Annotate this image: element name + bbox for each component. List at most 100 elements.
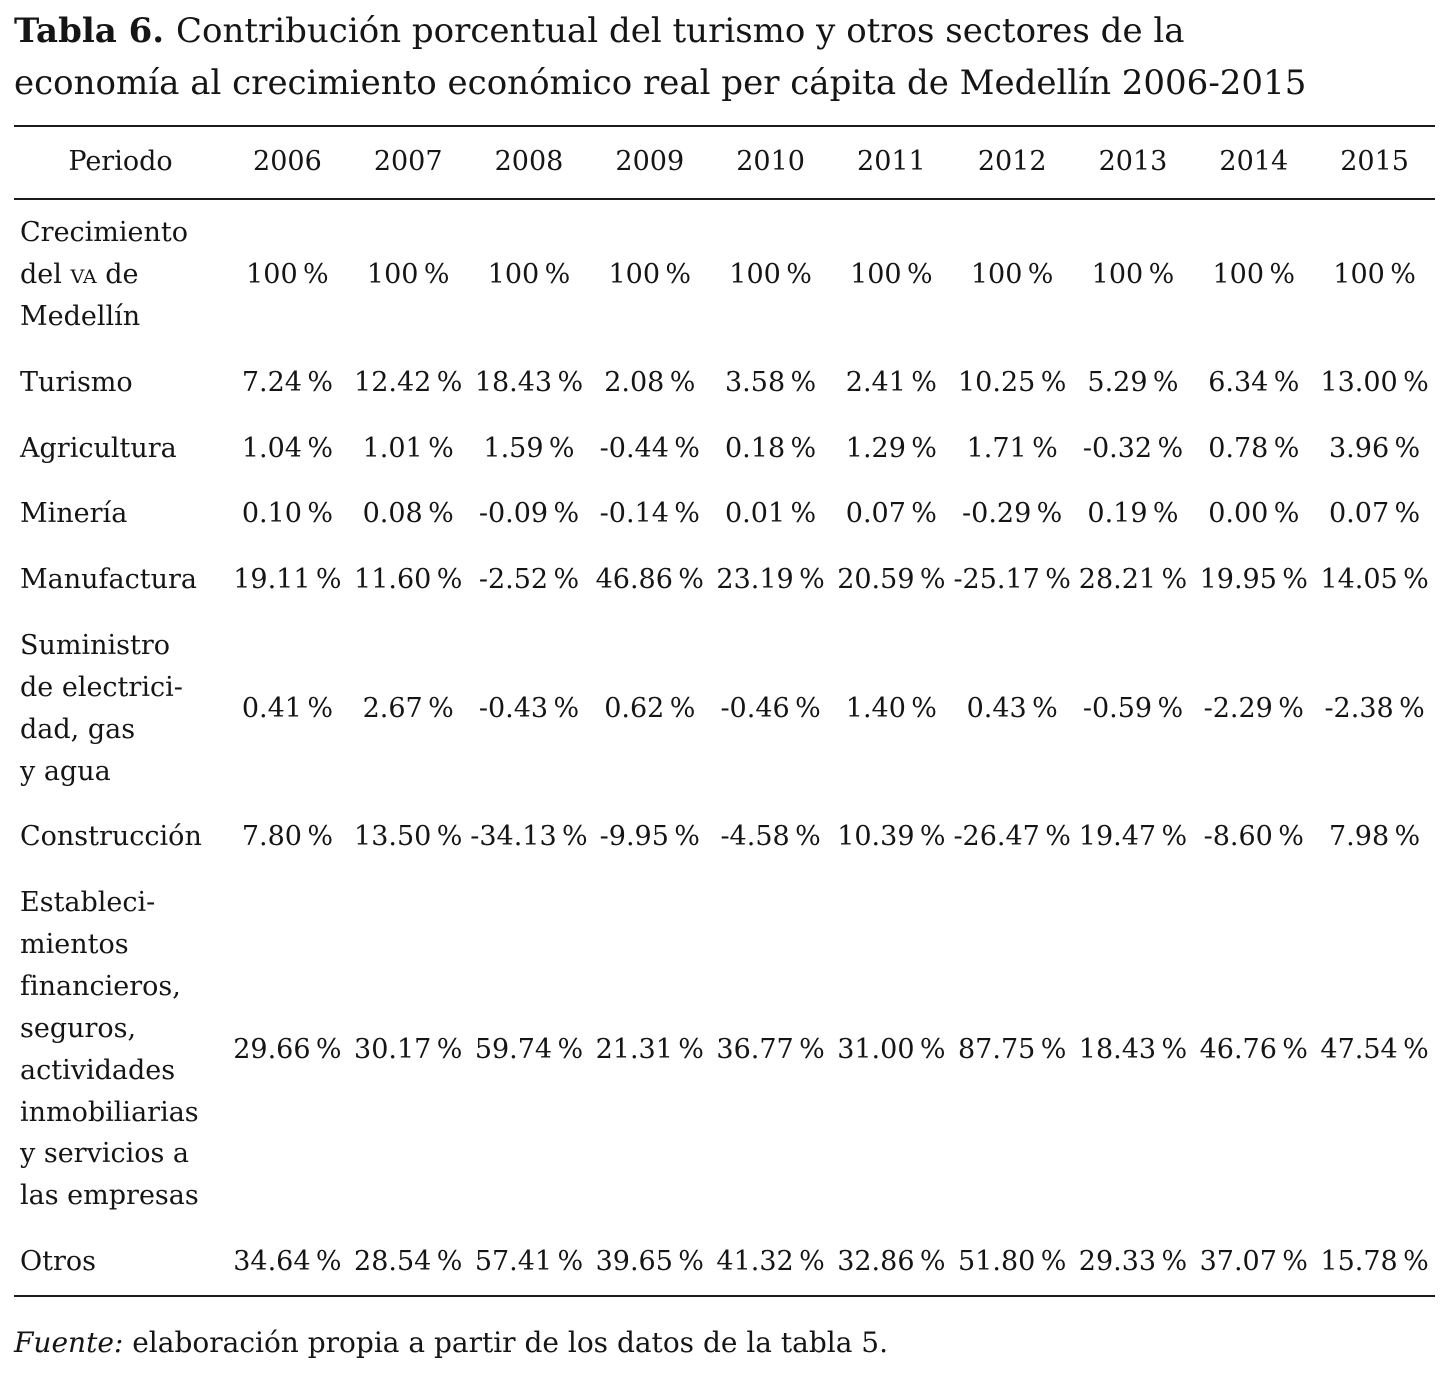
column-header-periodo: Periodo: [14, 126, 227, 201]
value-cell: 1.01 %: [362, 432, 454, 464]
value-cell: 21.31 %: [595, 1033, 704, 1065]
value-cell: -8.60 %: [1203, 821, 1304, 853]
table-header: Periodo 2006 2007 2008 2009 2010 2011 2012 2013 2…: [14, 126, 1435, 201]
value-cell: -0.46 %: [720, 692, 821, 724]
table-header-row: Periodo 2006 2007 2008 2009 2010 2011 2012 2013 2…: [14, 126, 1435, 201]
row-label: Turismo: [20, 366, 133, 398]
value-cell: 1.29 %: [845, 432, 937, 464]
value-cell: 36.77 %: [716, 1033, 825, 1065]
column-header-year: 2010: [710, 126, 831, 201]
value-cell: 0.18 %: [725, 432, 817, 464]
value-cell: 0.78 %: [1208, 432, 1300, 464]
row-label: Otros: [14, 1229, 227, 1297]
value-cell: 100 %: [1212, 259, 1296, 291]
value-cell: -0.43 %: [478, 692, 580, 724]
table-row: Construcción 7.80 % 13.50 % -34.13 % -9.95 %…: [14, 804, 1435, 870]
value-cell: 0.43 %: [966, 692, 1058, 724]
value-cell: 1.59 %: [483, 432, 575, 464]
value-cell: 0.00 %: [1208, 498, 1300, 530]
value-cell: 0.07 %: [1329, 498, 1421, 530]
value-cell: 10.25 %: [958, 366, 1067, 398]
table-caption-text: Contribución porcentual del turismo y ot…: [14, 11, 1307, 103]
column-header-year: 2011: [830, 126, 952, 201]
value-cell: 100 %: [246, 259, 329, 291]
row-label: Estableci- mientos financieros, seguros,…: [20, 887, 199, 1212]
value-cell: 1.04 %: [241, 432, 333, 464]
row-label: Construcción: [20, 821, 202, 853]
row-label: Manufactura: [20, 564, 197, 596]
value-cell: -0.29 %: [962, 498, 1063, 530]
value-cell: -34.13 %: [470, 821, 588, 853]
contribution-table: Periodo 2006 2007 2008 2009 2010 2011 2012 2013 2…: [14, 125, 1435, 1297]
value-cell: 6.34 %: [1208, 366, 1300, 398]
value-cell: 57.41 %: [468, 1229, 590, 1297]
value-cell: 100 %: [850, 259, 933, 291]
column-header-year: 2009: [589, 126, 711, 201]
table-row: Estableci- mientos financieros, seguros,…: [14, 870, 1435, 1229]
value-cell: 19.47 %: [1078, 821, 1188, 853]
table-caption: Tabla 6. Contribución porcentual del tur…: [14, 6, 1435, 109]
table-row: Manufactura 19.11 % 11.60 % -2.52 % 46.86 % 2…: [14, 547, 1435, 613]
value-cell: 0.07 %: [845, 498, 937, 530]
column-header-year: 2008: [468, 126, 590, 201]
source-note-text: elaboración propia a partir de los datos…: [132, 1325, 889, 1359]
value-cell: -2.38 %: [1324, 692, 1425, 724]
value-cell: 32.86 %: [830, 1229, 952, 1297]
value-cell: 100 %: [1091, 259, 1175, 291]
value-cell: 12.42 %: [354, 366, 463, 398]
row-label: Suministro de electrici- dad, gas y agua: [20, 630, 183, 787]
value-cell: 34.64 %: [227, 1229, 348, 1297]
source-note: Fuente: elaboración propia a partir de l…: [14, 1323, 1435, 1362]
value-cell: 18.43 %: [1078, 1033, 1188, 1065]
value-cell: 0.19 %: [1087, 498, 1179, 530]
table-row: Agricultura 1.04 % 1.01 % 1.59 % -0.44 % 0.18…: [14, 416, 1435, 482]
value-cell: -26.47 %: [953, 821, 1071, 853]
value-cell: 3.96 %: [1329, 432, 1421, 464]
column-header-year: 2007: [347, 126, 469, 201]
value-cell: 20.59 %: [837, 564, 946, 596]
value-cell: 100 %: [608, 259, 692, 291]
value-cell: 19.11 %: [233, 564, 342, 596]
value-cell: 1.40 %: [845, 692, 937, 724]
value-cell: 7.98 %: [1329, 821, 1421, 853]
value-cell: 59.74 %: [474, 1033, 584, 1065]
value-cell: -4.58 %: [720, 821, 821, 853]
value-cell: 2.08 %: [604, 366, 696, 398]
value-cell: 100 %: [970, 259, 1054, 291]
table-row: Turismo 7.24 % 12.42 % 18.43 % 2.08 % 3.58 % 2…: [14, 350, 1435, 416]
column-header-year: 2013: [1072, 126, 1194, 201]
value-cell: -2.52 %: [478, 564, 580, 596]
value-cell: 14.05 %: [1320, 564, 1429, 596]
value-cell: 39.65 %: [589, 1229, 711, 1297]
row-label: Crecimiento del va de Medellín: [20, 217, 189, 332]
value-cell: 87.75 %: [958, 1033, 1067, 1065]
value-cell: 29.33 %: [1072, 1229, 1194, 1297]
value-cell: -9.95 %: [599, 821, 700, 853]
source-note-label: Fuente:: [14, 1325, 133, 1359]
value-cell: 28.21 %: [1078, 564, 1188, 596]
value-cell: 2.67 %: [362, 692, 454, 724]
value-cell: -0.44 %: [599, 432, 700, 464]
value-cell: 11.60 %: [354, 564, 463, 596]
value-cell: 18.43 %: [474, 366, 584, 398]
table-row: Crecimiento del va de Medellín 100 % 100 %…: [14, 199, 1435, 350]
value-cell: 51.80 %: [951, 1229, 1073, 1297]
table-row: Suministro de electrici- dad, gas y agua…: [14, 613, 1435, 804]
value-cell: 13.00 %: [1320, 366, 1429, 398]
value-cell: 0.10 %: [241, 498, 333, 530]
column-header-year: 2006: [227, 126, 348, 201]
table-body: Crecimiento del va de Medellín 100 % 100 %…: [14, 199, 1435, 1297]
value-cell: -0.09 %: [478, 498, 580, 530]
table-row: Otros 34.64 % 28.54 % 57.41 % 39.65 % 41.32 %…: [14, 1229, 1435, 1297]
value-cell: 100 %: [729, 259, 812, 291]
row-label: Agricultura: [20, 432, 177, 464]
value-cell: 23.19 %: [716, 564, 825, 596]
value-cell: 0.41 %: [241, 692, 333, 724]
value-cell: 29.66 %: [233, 1033, 342, 1065]
value-cell: 15.78 %: [1314, 1229, 1435, 1297]
value-cell: 3.58 %: [725, 366, 817, 398]
value-cell: 28.54 %: [347, 1229, 469, 1297]
value-cell: 100 %: [487, 259, 571, 291]
value-cell: -0.32 %: [1082, 432, 1184, 464]
